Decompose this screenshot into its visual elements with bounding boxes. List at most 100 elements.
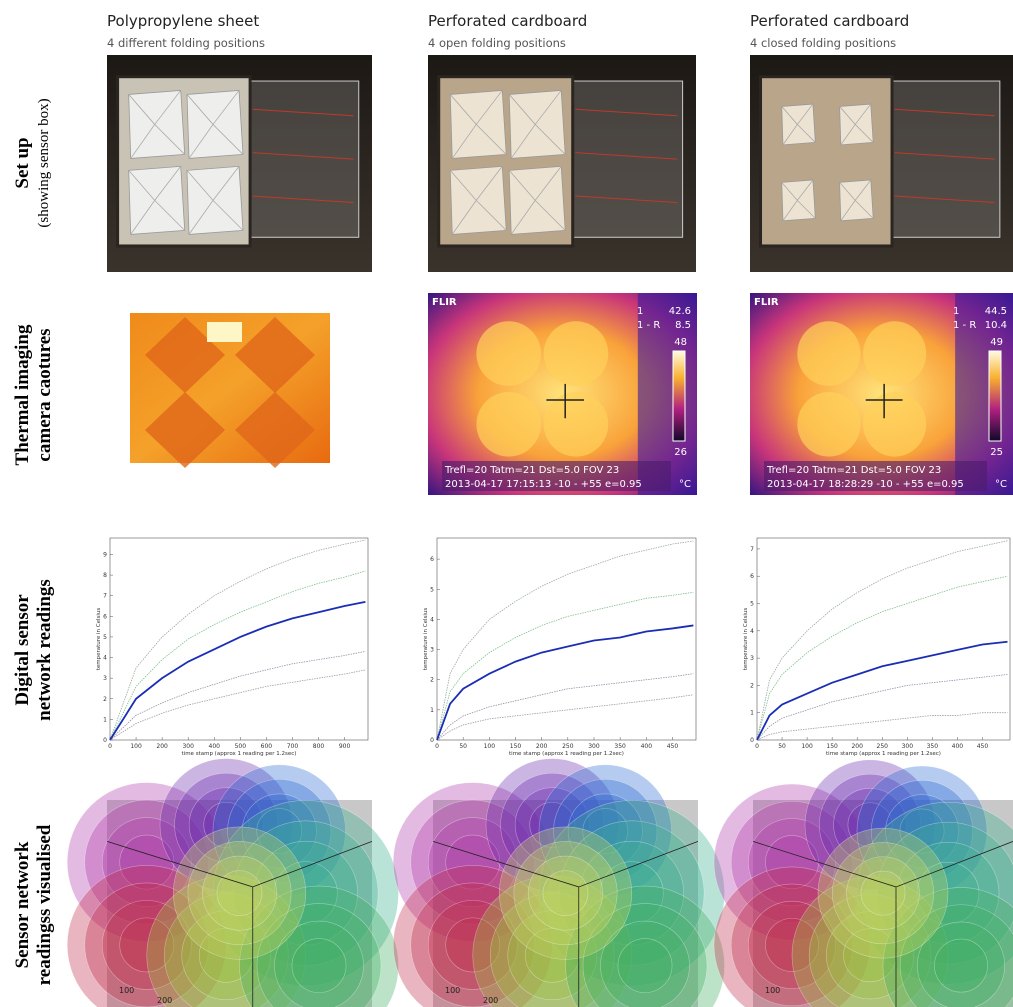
x-tick-label: 150 [826, 743, 838, 750]
warm-panel [476, 392, 541, 457]
sensor-reading [543, 871, 588, 916]
warm-panel [797, 392, 860, 457]
y-tick-label: 6 [750, 573, 754, 580]
plot-frame [110, 538, 368, 740]
series-line [437, 592, 693, 740]
thermal-brand: FLIR [754, 297, 779, 308]
y-tick-label: 3 [103, 675, 107, 682]
x-tick-label: 200 [156, 743, 168, 750]
hot-spot [207, 322, 242, 342]
x-tick-label: 50 [778, 743, 786, 750]
thermal-stamp: 2013-04-17 18:28:29 -10 - +55 e=0.95 [767, 479, 964, 490]
plot-frame [757, 538, 1010, 740]
x-tick-label: 250 [562, 743, 574, 750]
series-line [757, 576, 1007, 740]
series-line [757, 541, 1007, 740]
figure: Polypropylene sheet 4 different folding … [0, 0, 1013, 1007]
x-tick-label: 350 [614, 743, 626, 750]
thermal-marker: 1 [637, 306, 643, 317]
x-axis-label: time stamp (approx 1 reading per 1.2sec) [509, 751, 624, 757]
sensor-visualisation: 100200 [393, 759, 724, 1007]
row-label: readingss visualised [34, 824, 55, 985]
y-tick-label: 9 [103, 551, 107, 558]
series-line [437, 695, 693, 740]
viz-axis-label: 100 [119, 986, 134, 995]
thermal-unit: °C [679, 479, 691, 490]
x-tick-label: 500 [235, 743, 247, 750]
y-tick-label: 5 [430, 586, 434, 593]
y-tick-label: 7 [750, 546, 754, 553]
warm-panel [863, 321, 926, 386]
sensor-reading [217, 871, 262, 916]
folded-panel [509, 166, 565, 234]
row-label: Digital sensor [12, 594, 33, 706]
row-sublabel: (showing sensor box) [36, 98, 52, 227]
column-headers: Polypropylene sheet 4 different folding … [107, 12, 909, 50]
x-tick-label: 100 [801, 743, 813, 750]
column-subtitle: 4 open folding positions [428, 36, 566, 50]
warm-panel [544, 321, 609, 386]
thermal-params: Trefl=20 Tatm=21 Dst=5.0 FOV 23 [766, 465, 941, 476]
row-label: network readings [34, 579, 55, 721]
line-chart: 0501001502002503003504004500123456time s… [423, 538, 696, 757]
series-line [110, 540, 365, 740]
sensor-reading [292, 939, 346, 993]
y-tick-label: 0 [430, 737, 434, 744]
x-tick-label: 700 [287, 743, 299, 750]
folded-panel [450, 90, 506, 158]
column-title: Polypropylene sheet [107, 12, 259, 30]
x-tick-label: 400 [209, 743, 221, 750]
x-tick-label: 0 [435, 743, 439, 750]
series-line [757, 713, 1007, 740]
x-tick-label: 350 [927, 743, 939, 750]
y-tick-label: 4 [103, 655, 107, 662]
series-line [437, 674, 693, 740]
y-tick-label: 0 [103, 737, 107, 744]
x-tick-label: 100 [484, 743, 496, 750]
series-line [437, 625, 693, 740]
x-tick-label: 300 [182, 743, 194, 750]
thermal-params: Trefl=20 Tatm=21 Dst=5.0 FOV 23 [444, 465, 619, 476]
y-tick-label: 6 [103, 613, 107, 620]
x-tick-label: 400 [952, 743, 964, 750]
y-axis-label: temperature in Celsius [423, 608, 429, 671]
y-tick-label: 6 [430, 556, 434, 563]
y-axis-label: temperature in Celsius [96, 608, 102, 671]
y-tick-label: 5 [750, 601, 754, 608]
y-tick-label: 2 [750, 682, 754, 689]
color-scale [673, 351, 685, 441]
y-tick-label: 1 [103, 716, 107, 723]
scale-bottom: 25 [990, 447, 1003, 458]
series-line [757, 674, 1007, 740]
scale-top: 49 [990, 337, 1003, 348]
warm-panel [797, 321, 860, 386]
viz-axis-label: 100 [765, 986, 780, 995]
column-subtitle: 4 closed folding positions [750, 36, 896, 50]
column-title: Perforated cardboard [428, 12, 587, 30]
series-line [110, 651, 365, 740]
photo [750, 55, 1013, 272]
line-chart: 01002003004005006007008009000123456789ti… [96, 538, 368, 757]
thermal-delta: 10.4 [985, 320, 1007, 331]
warm-panel [476, 321, 541, 386]
color-scale [989, 351, 1001, 441]
folded-panel [129, 90, 185, 158]
warm-panel [863, 392, 926, 457]
plot-frame [437, 538, 696, 740]
y-tick-label: 1 [750, 710, 754, 717]
y-tick-label: 1 [430, 707, 434, 714]
folded-panel [509, 90, 565, 158]
y-tick-label: 0 [750, 737, 754, 744]
sensor-visualisation: 100200 [67, 759, 398, 1007]
photo [107, 55, 372, 272]
y-tick-label: 5 [103, 634, 107, 641]
thermal-marker-r: 1 - R [637, 320, 660, 331]
photo [428, 55, 696, 272]
frame [761, 77, 893, 246]
viz-axis-label: 100 [445, 986, 460, 995]
x-tick-label: 100 [130, 743, 142, 750]
x-tick-label: 200 [851, 743, 863, 750]
